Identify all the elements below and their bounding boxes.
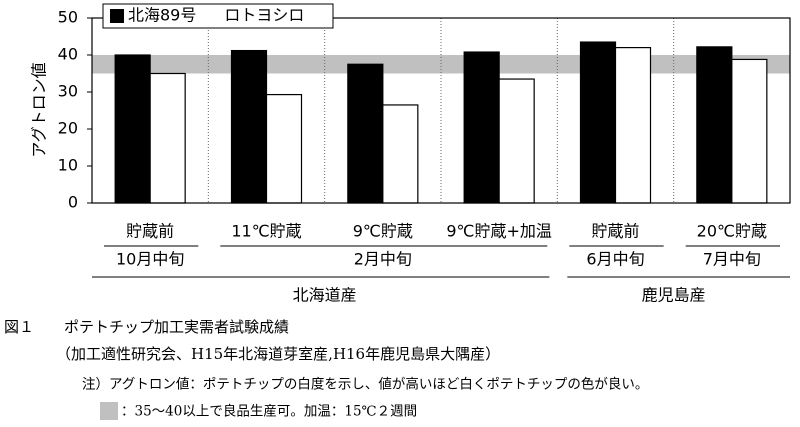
- x-tick-label: 9℃貯蔵+加温: [446, 222, 552, 241]
- bar: [579, 41, 617, 204]
- region-label: 北海道産: [293, 286, 357, 305]
- period-label: 2月中旬: [354, 250, 412, 269]
- x-tick-label: 20℃貯蔵: [697, 222, 767, 241]
- bar: [614, 46, 652, 204]
- legend-swatch: [206, 9, 221, 23]
- y-tick-label: 10: [58, 156, 78, 175]
- legend-swatch: [110, 9, 124, 23]
- bar: [265, 93, 303, 204]
- x-tick-label: 貯蔵前: [126, 222, 174, 241]
- bar: [696, 46, 733, 204]
- period-label: 6月中旬: [586, 250, 644, 269]
- x-tick-label: 11℃貯蔵: [231, 222, 301, 241]
- legend-label: 北海89号: [128, 6, 196, 25]
- region-label: 鹿児島産: [642, 286, 706, 305]
- y-tick-label: 40: [58, 45, 78, 64]
- bar: [149, 72, 186, 204]
- x-tick-label: 9℃貯蔵: [353, 222, 413, 241]
- y-tick-label: 20: [58, 119, 78, 138]
- bar: [498, 78, 535, 204]
- band-note: ：35～40以上で良品生産可。加温：15℃２週間: [121, 404, 417, 420]
- figure-number: 図１: [4, 318, 34, 336]
- bar: [463, 51, 500, 204]
- bar: [382, 104, 419, 204]
- figure-source: （加工適性研究会、H15年北海道芽室産,H16年鹿児島県大隅産）: [56, 345, 500, 363]
- plot-frame: [91, 17, 791, 204]
- y-tick-label: 50: [58, 8, 78, 27]
- y-tick-label: 0: [68, 193, 78, 212]
- period-label: 10月中旬: [116, 250, 184, 269]
- band-key: [100, 402, 118, 420]
- figure-note: 注）アグトロン値：ポテトチップの白度を示し、値が高いほど白くポテトチップの色が良…: [82, 376, 648, 393]
- figure-title: ポテトチップ加工実需者試験成績: [64, 318, 289, 336]
- y-axis-label: アグトロン値: [30, 62, 49, 157]
- bar: [347, 63, 384, 204]
- y-tick-label: 30: [58, 82, 78, 101]
- bar: [114, 54, 151, 204]
- x-tick-label: 貯蔵前: [591, 222, 639, 241]
- period-label: 7月中旬: [703, 250, 761, 269]
- legend-label: ロトヨシロ: [224, 6, 304, 25]
- bar: [230, 49, 268, 204]
- bar: [731, 58, 768, 204]
